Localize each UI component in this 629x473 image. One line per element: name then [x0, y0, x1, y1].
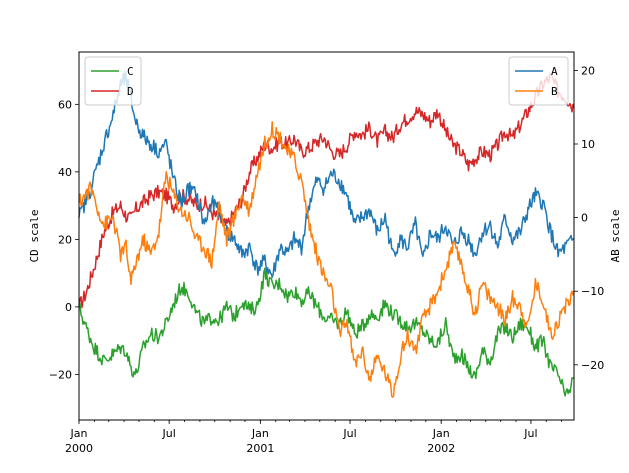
legend-box: [508, 56, 569, 106]
legend-label-B: B: [551, 85, 558, 98]
series-line-B: [78, 120, 575, 398]
left-y-tick-label: 20: [58, 233, 72, 246]
legend-label-A: A: [551, 65, 558, 78]
right-y-tick-label: −10: [581, 285, 604, 298]
legend-box: [84, 56, 142, 106]
right-y-axis: −20 −10 0 10 20: [574, 64, 604, 372]
right-y-tick-label: 20: [581, 64, 595, 77]
x-tick-year-label: 2001: [246, 442, 274, 455]
plot-series: [78, 70, 575, 398]
x-tick-label: Jul: [162, 427, 176, 440]
series-line-A: [78, 70, 575, 278]
legend-label-D: D: [127, 85, 134, 98]
plot-frame: [78, 51, 575, 421]
legend-right: AB: [508, 56, 569, 106]
right-y-tick-label: −20: [581, 359, 604, 372]
left-y-tick-label: 60: [58, 98, 72, 111]
left-y-tick-label: −20: [49, 368, 72, 381]
series-line-C: [78, 267, 575, 397]
series-line-D: [78, 73, 575, 309]
legend-label-C: C: [127, 65, 134, 78]
x-axis: Jan 2000 Jul Jan 2001 Jul Jan 2002 Jul: [65, 420, 563, 455]
left-axis-label: CD scale: [28, 210, 41, 263]
x-tick-label: Jan: [432, 427, 450, 440]
x-tick-label: Jul: [342, 427, 356, 440]
right-axis-label: AB scale: [609, 210, 622, 263]
x-tick-label: Jan: [251, 427, 269, 440]
x-tick-label: Jul: [523, 427, 537, 440]
x-tick-year-label: 2002: [427, 442, 455, 455]
left-y-tick-label: 40: [58, 166, 72, 179]
x-tick-label: Jan: [70, 427, 88, 440]
left-y-tick-label: 0: [65, 301, 72, 314]
x-tick-year-label: 2000: [65, 442, 93, 455]
legend-left: CD: [84, 56, 142, 106]
right-y-tick-label: 0: [581, 212, 588, 225]
left-y-axis: −20 0 20 40 60: [49, 98, 79, 381]
right-y-tick-label: 10: [581, 138, 595, 151]
